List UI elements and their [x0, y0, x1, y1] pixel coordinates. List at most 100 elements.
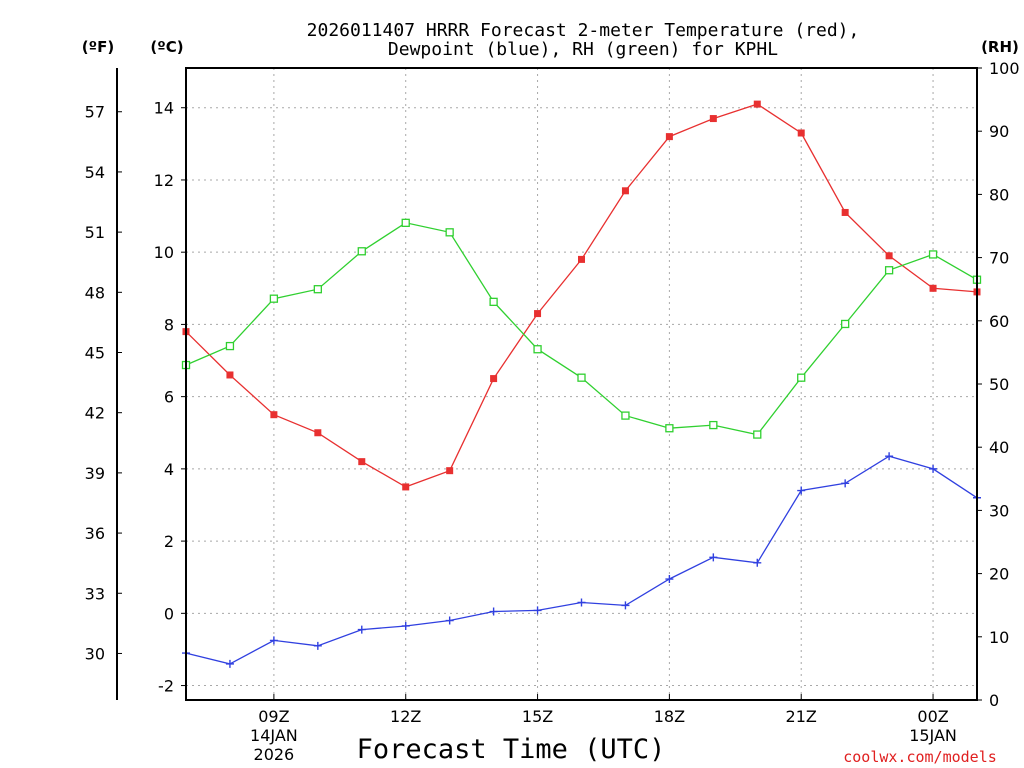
x-tick-year-label: 2026	[254, 745, 295, 764]
x-tick-label: 18Z	[654, 707, 685, 726]
celsius-tick-label: 10	[154, 243, 174, 262]
rh-tick-label: 40	[989, 438, 1009, 457]
x-tick-label: 00Z	[917, 707, 948, 726]
2-meter-temperature-point	[797, 129, 805, 137]
2-meter-temperature-point	[885, 252, 893, 260]
x-tick-label: 21Z	[786, 707, 817, 726]
fahrenheit-tick-label: 33	[85, 584, 105, 603]
dewpoint-point	[225, 659, 234, 668]
celsius-tick-label: 14	[154, 99, 174, 118]
relative-humidity-point	[928, 250, 938, 259]
fahrenheit-unit-label: (ºF)	[82, 38, 114, 56]
celsius-tick-label: 2	[164, 532, 174, 551]
dewpoint-line	[185, 455, 978, 665]
relative-humidity-point	[665, 424, 674, 433]
fahrenheit-tick-label: 36	[85, 524, 105, 543]
data-series	[181, 100, 982, 668]
x-tick-label: 09Z	[258, 707, 289, 726]
dewpoint-point	[929, 464, 938, 473]
relative-humidity-point	[489, 297, 498, 306]
relative-humidity-point	[445, 228, 454, 237]
rh-tick-label: 20	[989, 565, 1009, 584]
x-axis-label: Forecast Time (UTC)	[357, 734, 666, 765]
chart-title-line2: Dewpoint (blue), RH (green) for KPHL	[388, 39, 778, 60]
axes: -2 0 2 4 6 8 10 12 14 30 33 36 39 42 45 48 51 54 57 0 10 20 30…	[85, 59, 1020, 764]
celsius-tick-label: 8	[164, 315, 174, 334]
relative-humidity-point	[269, 294, 279, 303]
x-tick-date-label: 14JAN	[250, 726, 298, 745]
rh-tick-label: 10	[989, 628, 1009, 647]
2-meter-temperature-point	[402, 483, 410, 491]
dewpoint-point	[269, 636, 278, 645]
relative-humidity-point	[313, 285, 322, 294]
2-meter-temperature-point	[841, 208, 849, 216]
dewpoint-point	[533, 606, 542, 615]
rh-unit-label: (RH)	[981, 38, 1019, 56]
relative-humidity-point	[533, 345, 542, 354]
fahrenheit-tick-label: 57	[85, 103, 105, 122]
dewpoint-point	[313, 641, 322, 650]
2-meter-temperature-point	[534, 310, 542, 318]
2-meter-temperature-point	[358, 458, 366, 466]
dewpoint-point	[885, 452, 894, 461]
fahrenheit-tick-label: 30	[85, 644, 105, 663]
dewpoint-point	[445, 616, 454, 625]
dewpoint-point	[753, 558, 762, 567]
2-meter-temperature-point	[753, 100, 761, 108]
celsius-unit-label: (ºC)	[150, 38, 183, 56]
x-tick-label: 15Z	[522, 707, 553, 726]
rh-tick-label: 30	[989, 501, 1009, 520]
rh-tick-label: 70	[989, 249, 1009, 268]
credit-text: coolwx.com/models	[843, 748, 997, 766]
relative-humidity-point	[357, 247, 366, 256]
relative-humidity-point	[709, 420, 718, 430]
relative-humidity-point	[753, 430, 762, 439]
2-meter-temperature-line	[185, 103, 978, 488]
2-meter-temperature-point	[314, 429, 322, 437]
rh-tick-label: 60	[989, 312, 1009, 331]
relative-humidity-point	[841, 319, 850, 329]
fahrenheit-tick-label: 54	[85, 163, 105, 182]
plot-frame	[185, 67, 978, 701]
relative-humidity-point	[577, 373, 586, 382]
2-meter-temperature-point	[446, 467, 454, 475]
dewpoint-point	[357, 625, 366, 634]
dewpoint-point	[401, 621, 410, 630]
dewpoint-point	[621, 601, 630, 610]
2-meter-temperature-point	[270, 411, 278, 419]
relative-humidity-point	[884, 266, 894, 275]
rh-tick-label: 100	[989, 59, 1020, 78]
relative-humidity-point	[621, 411, 630, 420]
2-meter-temperature-point	[929, 284, 937, 292]
celsius-tick-label: -2	[158, 677, 174, 696]
fahrenheit-tick-label: 51	[85, 223, 105, 242]
x-tick-label: 12Z	[390, 707, 421, 726]
relative-humidity-line	[185, 222, 978, 436]
dewpoint-point	[489, 607, 498, 616]
chart-title-line1: 2026011407 HRRR Forecast 2-meter Tempera…	[307, 20, 860, 41]
relative-humidity-point	[225, 341, 235, 351]
relative-humidity-point	[797, 373, 806, 382]
fahrenheit-tick-label: 42	[85, 404, 105, 423]
2-meter-temperature-point	[621, 187, 629, 195]
fahrenheit-tick-label: 48	[85, 283, 105, 302]
x-tick-date-label: 15JAN	[909, 726, 957, 745]
fahrenheit-tick-label: 39	[85, 464, 105, 483]
2-meter-temperature-point	[665, 133, 673, 141]
2-meter-temperature-point	[709, 115, 717, 123]
rh-tick-label: 90	[989, 122, 1009, 141]
fahrenheit-tick-label: 45	[85, 344, 105, 363]
2-meter-temperature-point	[578, 255, 585, 263]
celsius-tick-label: 0	[164, 604, 174, 623]
2-meter-temperature-point	[490, 375, 498, 383]
dewpoint-point	[709, 553, 718, 562]
relative-humidity-point	[401, 218, 410, 227]
dewpoint-point	[841, 479, 850, 488]
celsius-tick-label: 4	[164, 460, 174, 479]
rh-tick-label: 0	[989, 691, 999, 710]
rh-tick-label: 50	[989, 375, 1009, 394]
dewpoint-point	[665, 575, 674, 584]
rh-tick-label: 80	[989, 185, 1009, 204]
dewpoint-point	[797, 486, 806, 495]
